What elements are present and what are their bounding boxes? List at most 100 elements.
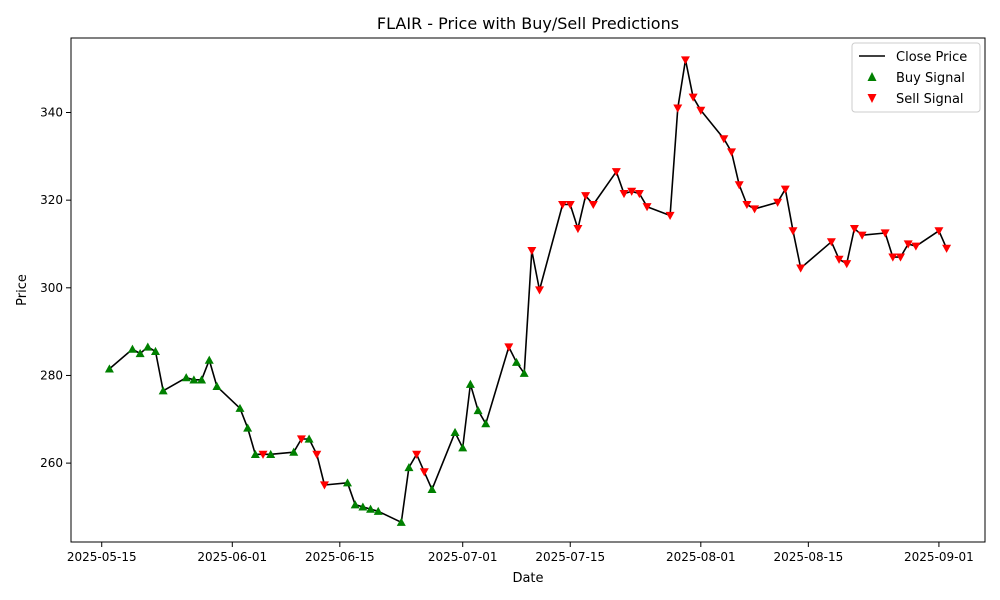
sell-signal-marker xyxy=(773,198,783,207)
buy-signal-marker xyxy=(358,502,368,511)
x-tick-label: 2025-07-01 xyxy=(428,550,498,564)
x-tick-label: 2025-06-01 xyxy=(197,550,267,564)
buy-signal-marker xyxy=(212,381,222,391)
buy-signal-marker xyxy=(465,379,475,388)
sell-signal-marker xyxy=(527,246,537,256)
buy-signal-marker xyxy=(289,447,299,456)
sell-signal-marker xyxy=(734,181,744,190)
sell-signal-marker xyxy=(634,189,644,199)
buy-signal-marker xyxy=(127,344,137,353)
buy-signal-marker xyxy=(181,373,191,382)
legend-buy-signal-label: Buy Signal xyxy=(896,71,965,86)
y-axis-title: Price xyxy=(15,274,30,306)
y-tick-label: 280 xyxy=(40,368,63,382)
sell-signal-marker xyxy=(780,185,790,194)
legend-sell-signal-swatch xyxy=(867,94,877,103)
sell-signal-marker xyxy=(573,225,583,234)
sell-signal-marker xyxy=(750,205,760,214)
sell-signal-marker xyxy=(296,435,306,444)
buy-signal-marker xyxy=(150,346,160,355)
buy-signal-marker xyxy=(304,434,314,443)
sell-signal-marker xyxy=(826,238,836,247)
sell-signal-marker xyxy=(258,450,268,459)
buy-signal-marker xyxy=(519,368,529,377)
x-tick-label: 2025-08-15 xyxy=(773,550,843,564)
sell-signal-marker xyxy=(558,200,568,210)
sell-signal-marker xyxy=(903,240,913,249)
sell-signal-marker xyxy=(742,200,752,210)
sell-signal-marker xyxy=(665,211,675,220)
chart-title: FLAIR - Price with Buy/Sell Predictions xyxy=(377,14,679,33)
x-tick-label: 2025-05-15 xyxy=(67,550,137,564)
sell-signal-marker xyxy=(319,481,329,490)
sell-signal-marker xyxy=(857,231,867,240)
x-tick-label: 2025-09-01 xyxy=(904,550,974,564)
sell-signal-marker xyxy=(312,450,322,459)
sell-signal-marker xyxy=(611,168,621,177)
buy-signal-marker xyxy=(189,375,199,384)
sell-signal-marker xyxy=(673,104,683,113)
buy-signal-marker xyxy=(104,364,114,373)
sell-signal-marker xyxy=(880,229,890,238)
y-tick-label: 320 xyxy=(40,193,63,207)
buy-signal-marker xyxy=(458,443,468,452)
sell-signal-markers xyxy=(258,56,952,490)
buy-signal-marker xyxy=(266,449,276,458)
buy-signal-marker xyxy=(158,386,168,395)
buy-signal-marker xyxy=(511,357,521,366)
sell-signal-marker xyxy=(588,200,598,210)
sell-signal-marker xyxy=(796,264,806,273)
sell-signal-marker xyxy=(619,189,629,199)
sell-signal-marker xyxy=(934,227,944,236)
buy-signal-marker xyxy=(197,375,207,384)
buy-signal-marker xyxy=(343,478,353,487)
sell-signal-marker xyxy=(727,148,737,157)
x-axis: 2025-05-15 2025-06-01 2025-06-15 2025-07-01… xyxy=(67,542,974,564)
buy-signal-marker xyxy=(473,406,483,415)
buy-signal-marker xyxy=(396,517,406,526)
buy-signal-marker xyxy=(235,403,245,412)
sell-signal-marker xyxy=(565,200,575,210)
buy-signal-marker xyxy=(250,449,260,458)
sell-signal-marker xyxy=(680,56,690,65)
buy-signal-marker xyxy=(450,427,460,437)
buy-signal-marker xyxy=(135,349,145,358)
y-axis: 260 280 300 320 340 xyxy=(40,106,71,470)
sell-signal-marker xyxy=(842,260,852,269)
x-axis-title: Date xyxy=(512,571,543,586)
buy-signal-marker xyxy=(366,504,376,513)
buy-signal-marker xyxy=(204,355,214,364)
sell-signal-marker xyxy=(849,225,859,234)
x-tick-label: 2025-07-15 xyxy=(535,550,605,564)
plot-frame xyxy=(70,37,986,543)
buy-signal-marker xyxy=(481,419,491,428)
buy-signal-marker xyxy=(243,423,253,432)
x-tick-label: 2025-06-15 xyxy=(305,550,375,564)
sell-signal-marker xyxy=(642,203,652,212)
sell-signal-marker xyxy=(535,286,545,295)
legend-box xyxy=(851,42,981,113)
sell-signal-marker xyxy=(911,242,921,251)
buy-signal-marker xyxy=(350,500,360,509)
legend-sell-signal-label: Sell Signal xyxy=(896,92,964,107)
plot-area xyxy=(70,37,986,543)
sell-signal-marker xyxy=(412,450,422,459)
buy-signal-marker xyxy=(373,506,383,515)
sell-signal-marker xyxy=(688,93,698,102)
sell-signal-marker xyxy=(627,187,637,196)
sell-signal-marker xyxy=(942,244,952,253)
buy-signal-marker xyxy=(427,484,437,494)
sell-signal-marker xyxy=(896,253,906,262)
legend: Close Price Buy Signal Sell Signal xyxy=(851,42,981,113)
x-tick-label: 2025-08-01 xyxy=(666,550,736,564)
sell-signal-marker xyxy=(696,106,706,115)
sell-signal-marker xyxy=(834,255,844,264)
y-tick-label: 300 xyxy=(40,281,63,295)
sell-signal-marker xyxy=(888,253,898,262)
sell-signal-marker xyxy=(581,192,591,201)
legend-buy-signal-swatch xyxy=(867,72,877,81)
sell-signal-marker xyxy=(504,343,514,352)
buy-signal-marker xyxy=(404,462,414,472)
